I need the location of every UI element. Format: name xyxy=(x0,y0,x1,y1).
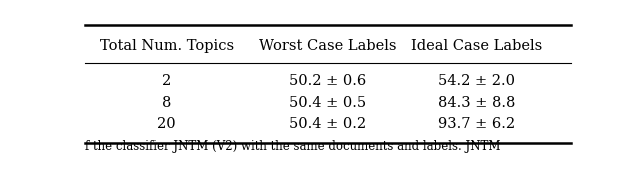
Text: Ideal Case Labels: Ideal Case Labels xyxy=(411,39,543,53)
Text: Worst Case Labels: Worst Case Labels xyxy=(259,39,397,53)
Text: 54.2 ± 2.0: 54.2 ± 2.0 xyxy=(438,74,515,88)
Text: 50.2 ± 0.6: 50.2 ± 0.6 xyxy=(289,74,367,88)
Text: 50.4 ± 0.2: 50.4 ± 0.2 xyxy=(289,117,367,131)
Text: 50.4 ± 0.5: 50.4 ± 0.5 xyxy=(289,96,367,110)
Text: 20: 20 xyxy=(157,117,176,131)
Text: 93.7 ± 6.2: 93.7 ± 6.2 xyxy=(438,117,515,131)
Text: f the classifier JNTM (V2) with the same documents and labels. JNTM: f the classifier JNTM (V2) with the same… xyxy=(85,140,500,153)
Text: 2: 2 xyxy=(162,74,172,88)
Text: 8: 8 xyxy=(162,96,172,110)
Text: 84.3 ± 8.8: 84.3 ± 8.8 xyxy=(438,96,515,110)
Text: Total Num. Topics: Total Num. Topics xyxy=(100,39,234,53)
